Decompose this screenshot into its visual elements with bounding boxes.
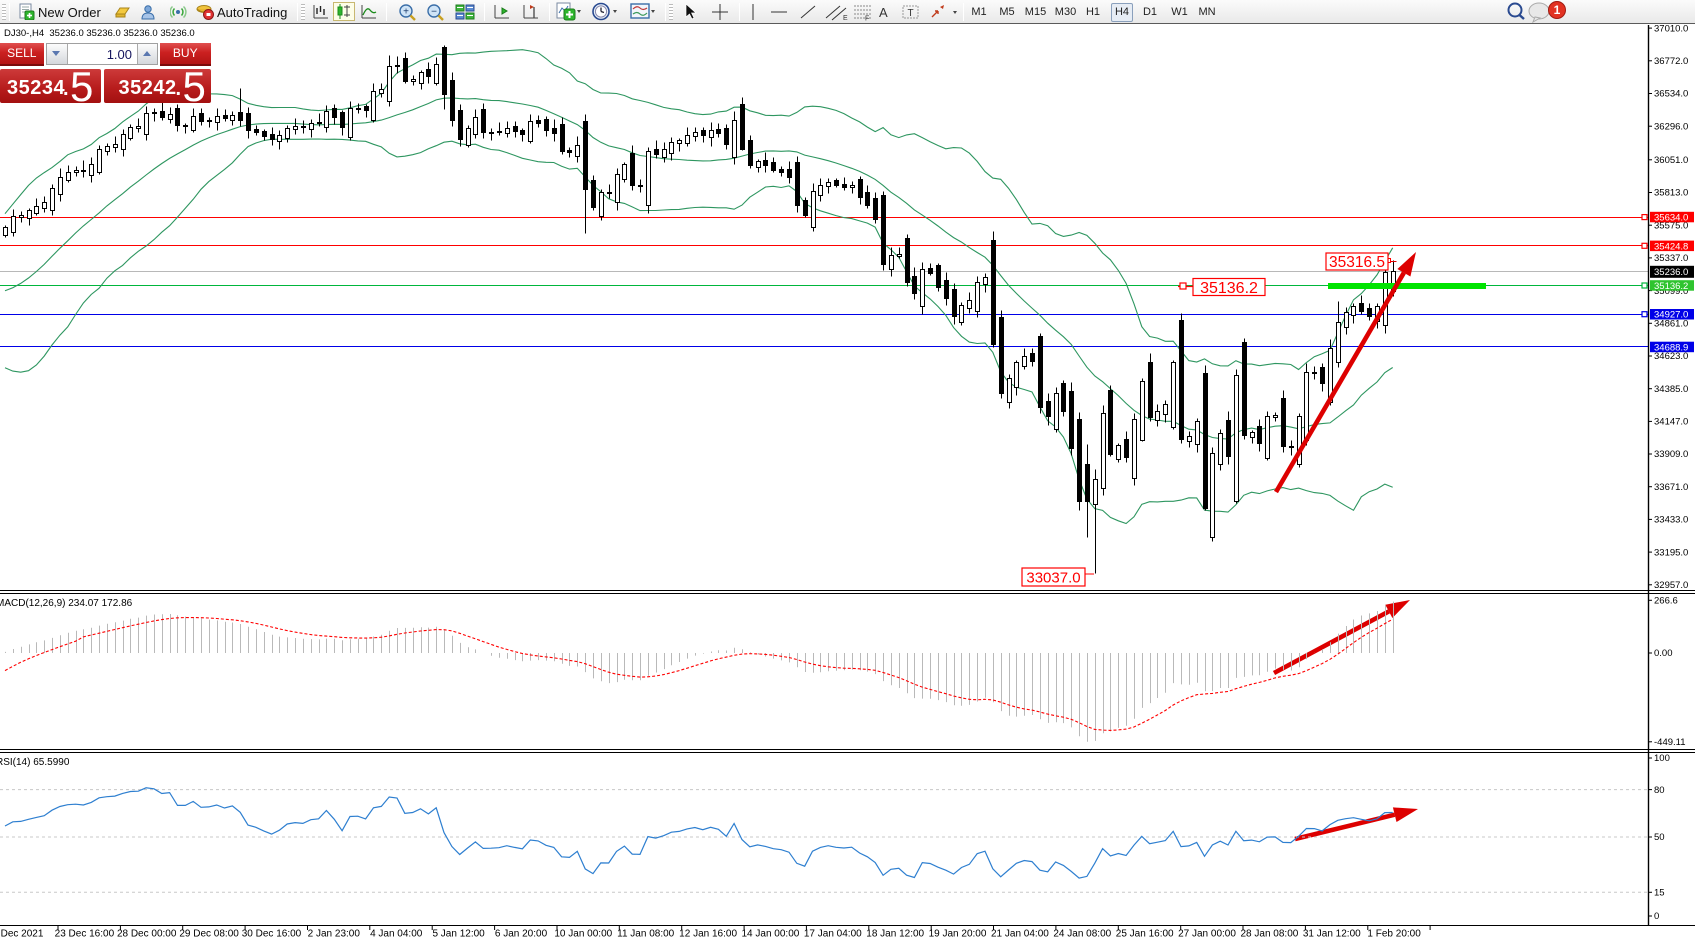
svg-text:10 Jan 00:00: 10 Jan 00:00 [554,929,612,939]
svg-text:18 Jan 12:00: 18 Jan 12:00 [866,929,924,939]
svg-text:17 Jan 04:00: 17 Jan 04:00 [804,929,862,939]
svg-text:E: E [843,15,848,21]
svg-text:36296.0: 36296.0 [1654,121,1688,132]
svg-text:1 Feb 20:00: 1 Feb 20:00 [1367,929,1421,939]
svg-text:30 Dec 16:00: 30 Dec 16:00 [242,929,302,939]
svg-text:100: 100 [1654,753,1670,764]
svg-text:32957.0: 32957.0 [1654,580,1688,591]
svg-text:F: F [865,16,869,22]
svg-text:36772.0: 36772.0 [1654,56,1688,67]
svg-text:35136.2: 35136.2 [1654,281,1688,292]
svg-text:23 Dec 16:00: 23 Dec 16:00 [55,929,115,939]
svg-text:0: 0 [1654,911,1659,922]
svg-text:31 Jan 12:00: 31 Jan 12:00 [1303,929,1361,939]
svg-text:DJ30-,H4 35236.0 35236.0 3523: DJ30-,H4 35236.0 35236.0 35236.0 35236.0 [4,28,195,39]
svg-text:33671.0: 33671.0 [1654,482,1688,493]
svg-text:35424.8: 35424.8 [1654,241,1688,252]
svg-text:Dec 2021: Dec 2021 [1,929,44,939]
svg-text:35316.5: 35316.5 [1329,254,1385,271]
svg-text:35337.0: 35337.0 [1654,253,1688,264]
svg-text:21 Jan 04:00: 21 Jan 04:00 [991,929,1049,939]
svg-text:36051.0: 36051.0 [1654,155,1688,166]
svg-text:11 Jan 08:00: 11 Jan 08:00 [617,929,675,939]
svg-text:2 Jan 23:00: 2 Jan 23:00 [308,929,361,939]
svg-text:35575.0: 35575.0 [1654,220,1688,231]
svg-text:29 Dec 08:00: 29 Dec 08:00 [179,929,239,939]
svg-text:27 Jan 00:00: 27 Jan 00:00 [1178,929,1236,939]
svg-text:-449.11: -449.11 [1654,737,1686,748]
svg-text:25 Jan 16:00: 25 Jan 16:00 [1116,929,1174,939]
svg-text:35813.0: 35813.0 [1654,188,1688,199]
svg-text:33037.0: 33037.0 [1026,569,1080,586]
svg-text:1: 1 [1554,3,1561,17]
svg-text:5 Jan 12:00: 5 Jan 12:00 [432,929,485,939]
svg-text:−: − [431,7,437,18]
svg-text:34861.0: 34861.0 [1654,319,1688,330]
svg-text:+: + [403,7,409,18]
svg-text:14 Jan 00:00: 14 Jan 00:00 [741,929,799,939]
svg-text:34688.9: 34688.9 [1654,342,1688,353]
svg-text:RSI(14) 65.5990: RSI(14) 65.5990 [0,757,70,768]
svg-text:15: 15 [1654,888,1665,899]
svg-text:35236.0: 35236.0 [1654,267,1688,278]
svg-text:33909.0: 33909.0 [1654,449,1688,460]
svg-text:34147.0: 34147.0 [1654,417,1688,428]
svg-text:28 Dec 00:00: 28 Dec 00:00 [117,929,177,939]
svg-text:T: T [907,8,913,19]
svg-text:12 Jan 16:00: 12 Jan 16:00 [679,929,737,939]
svg-text:0.00: 0.00 [1654,648,1673,659]
svg-text:36534.0: 36534.0 [1654,89,1688,100]
svg-text:34385.0: 34385.0 [1654,384,1688,395]
svg-text:80: 80 [1654,785,1665,796]
svg-text:28 Jan 08:00: 28 Jan 08:00 [1240,929,1298,939]
svg-text:50: 50 [1654,832,1665,843]
svg-text:34623.0: 34623.0 [1654,351,1688,362]
svg-text:33195.0: 33195.0 [1654,547,1688,558]
svg-text:35634.0: 35634.0 [1654,213,1688,224]
svg-text:4 Jan 04:00: 4 Jan 04:00 [370,929,423,939]
svg-text:266.6: 266.6 [1654,596,1678,607]
svg-text:34927.0: 34927.0 [1654,310,1688,321]
svg-text:37010.0: 37010.0 [1654,23,1688,34]
svg-text:MACD(12,26,9) 234.07 172.86: MACD(12,26,9) 234.07 172.86 [0,598,133,609]
svg-text:19 Jan 20:00: 19 Jan 20:00 [929,929,987,939]
svg-text:35136.2: 35136.2 [1200,280,1258,297]
svg-text:35099.0: 35099.0 [1654,286,1688,297]
svg-text:33433.0: 33433.0 [1654,515,1688,526]
svg-text:24 Jan 08:00: 24 Jan 08:00 [1053,929,1111,939]
svg-text:6 Jan 20:00: 6 Jan 20:00 [495,929,548,939]
